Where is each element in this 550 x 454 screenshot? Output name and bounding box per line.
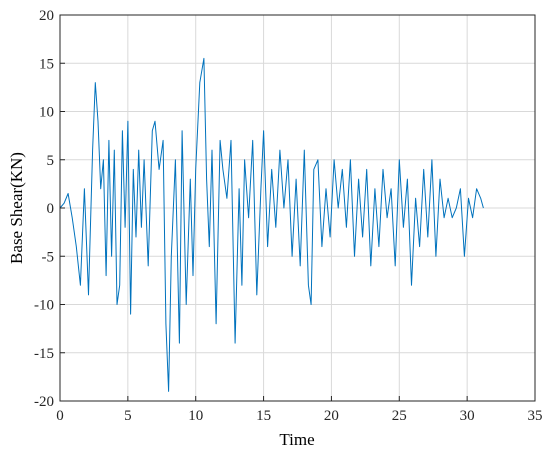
x-tick-label: 35: [528, 408, 543, 424]
y-axis-label: Base Shear(KN): [7, 152, 26, 264]
y-tick-label: -15: [34, 346, 54, 362]
y-tick-label: -20: [34, 394, 54, 410]
x-tick-label: 5: [124, 408, 132, 424]
y-tick-label: 10: [39, 105, 54, 121]
x-tick-label: 25: [392, 408, 407, 424]
y-tick-label: -5: [42, 249, 55, 265]
x-tick-label: 20: [324, 408, 339, 424]
x-axis-ticks: 0 5 10 15 20 25 30 35: [56, 396, 543, 424]
x-tick-label: 0: [56, 408, 64, 424]
x-tick-label: 15: [256, 408, 271, 424]
x-axis-label: Time: [279, 430, 314, 449]
series-line: [59, 57, 484, 392]
x-tick-label: 30: [460, 408, 475, 424]
y-tick-label: -10: [34, 298, 54, 314]
y-tick-label: 0: [47, 201, 55, 217]
series-group: [59, 57, 484, 392]
y-axis-ticks: -20 -15 -10 -5 0 5 10 15 20: [34, 8, 65, 410]
y-tick-label: 20: [39, 8, 54, 24]
y-tick-label: 5: [47, 153, 55, 169]
x-tick-label: 10: [188, 408, 203, 424]
y-tick-label: 15: [39, 56, 54, 72]
